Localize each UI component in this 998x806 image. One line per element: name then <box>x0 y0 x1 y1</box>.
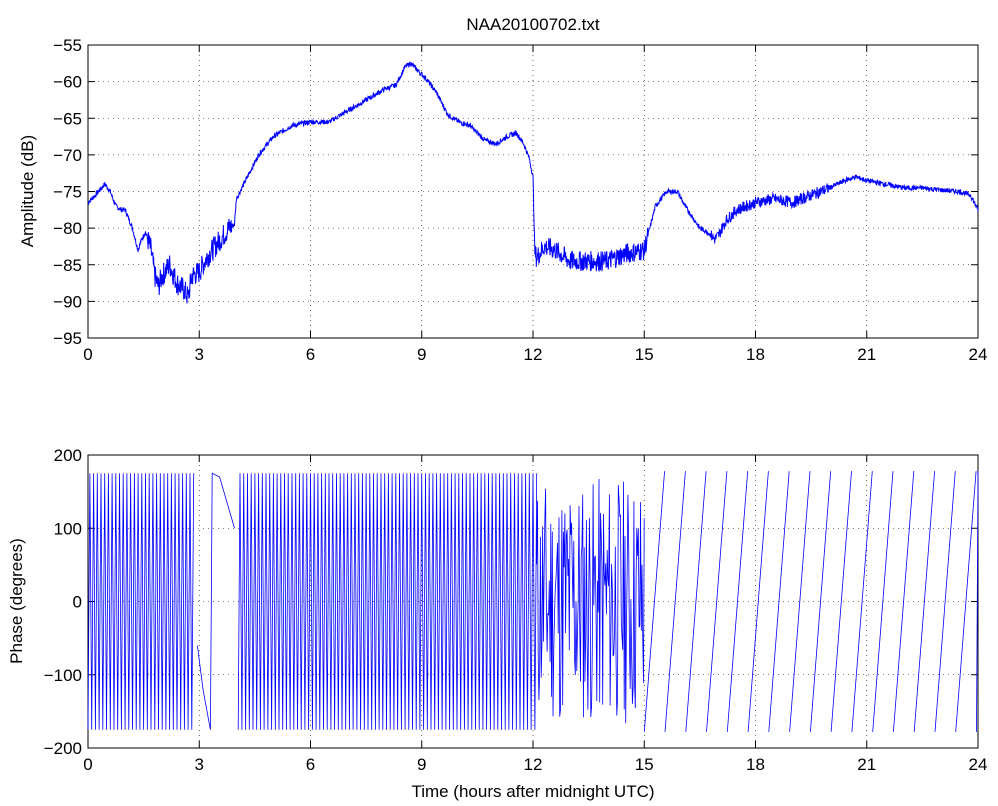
x-tick-label: 0 <box>83 345 92 364</box>
amplitude-series-line <box>87 61 979 304</box>
y-tick-label: −200 <box>44 739 82 758</box>
x-tick-label: 6 <box>306 755 315 774</box>
amplitude-panel: NAA20100702.txt 0 3 6 9 12 15 18 21 24 −95 −90 −85 −… <box>18 15 987 364</box>
x-tick-label: 9 <box>417 345 426 364</box>
y-tick-label: −65 <box>53 109 82 128</box>
y-tick-label: −60 <box>53 73 82 92</box>
phase-ylabel: Phase (degrees) <box>7 538 26 664</box>
x-tick-label: 21 <box>857 755 876 774</box>
phase-series-line <box>87 471 979 732</box>
amplitude-ticks: 0 3 6 9 12 15 18 21 24 −95 −90 −85 −80 −75 −70 −65 −60 −5… <box>53 36 987 364</box>
amplitude-series-group <box>87 61 979 304</box>
y-tick-label: −80 <box>53 219 82 238</box>
amplitude-chart-title: NAA20100702.txt <box>466 15 600 34</box>
x-tick-label: 9 <box>417 755 426 774</box>
x-tick-label: 21 <box>857 345 876 364</box>
y-tick-label: 0 <box>73 593 82 612</box>
y-tick-label: 100 <box>54 519 82 538</box>
x-tick-label: 3 <box>195 345 204 364</box>
x-tick-label: 24 <box>969 755 988 774</box>
y-tick-label: −100 <box>44 666 82 685</box>
x-tick-label: 0 <box>83 755 92 774</box>
amplitude-ylabel: Amplitude (dB) <box>18 135 37 247</box>
x-tick-label: 12 <box>524 755 543 774</box>
x-tick-label: 15 <box>635 345 654 364</box>
x-tick-label: 24 <box>969 345 988 364</box>
y-tick-label: −90 <box>53 292 82 311</box>
y-tick-label: −75 <box>53 183 82 202</box>
phase-panel: 0 3 6 9 12 15 18 21 24 −200 −100 0 100 200 Phase (deg… <box>7 446 987 801</box>
y-tick-label: 200 <box>54 446 82 465</box>
x-tick-label: 6 <box>306 345 315 364</box>
y-tick-label: −55 <box>53 36 82 55</box>
x-tick-label: 12 <box>524 345 543 364</box>
x-tick-label: 3 <box>195 755 204 774</box>
x-tick-label: 18 <box>746 755 765 774</box>
y-tick-label: −70 <box>53 146 82 165</box>
x-tick-label: 15 <box>635 755 654 774</box>
phase-grid <box>88 455 978 748</box>
phase-xlabel: Time (hours after midnight UTC) <box>411 782 654 801</box>
x-tick-label: 18 <box>746 345 765 364</box>
phase-ticks: 0 3 6 9 12 15 18 21 24 −200 −100 0 100 200 <box>44 446 988 774</box>
y-tick-label: −95 <box>53 329 82 348</box>
y-tick-label: −85 <box>53 256 82 275</box>
phase-series-group <box>87 471 979 732</box>
